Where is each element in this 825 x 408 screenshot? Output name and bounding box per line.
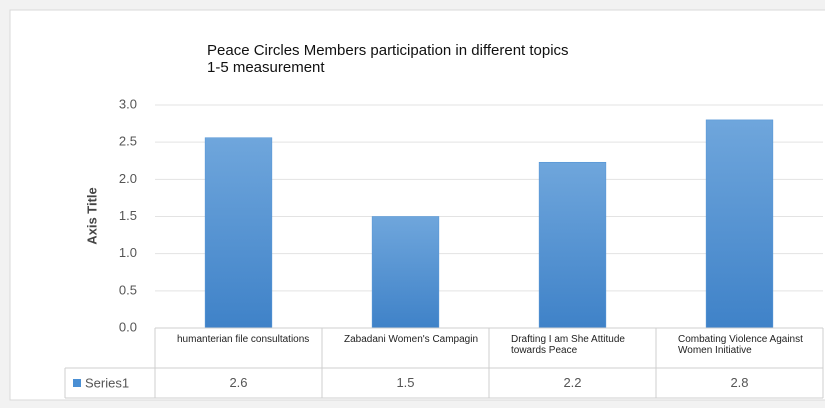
y-tick-label: 0.0 [119, 319, 137, 334]
x-tick-label: Zabadani Women's Campagin [344, 334, 479, 345]
bar [204, 137, 273, 329]
table-value: 1.5 [396, 375, 415, 390]
x-tick-label: Drafting I am She Attitude towards Peace [511, 334, 625, 356]
y-tick-label: 1.0 [119, 245, 137, 260]
x-tick-label: Combating Violence Against Women Initiat… [678, 334, 803, 356]
chart-subtitle: 1-5 measurement [207, 59, 325, 76]
y-tick-label: 2.0 [119, 171, 137, 186]
y-tick-label: 0.5 [119, 282, 137, 297]
y-tick-label: 3.0 [119, 96, 137, 111]
y-axis-title: Axis Title [84, 187, 99, 245]
bar [705, 119, 774, 329]
legend-label: Series1 [85, 375, 129, 390]
table-value: 2.8 [730, 375, 749, 390]
legend-swatch [73, 379, 81, 387]
bar [538, 161, 607, 329]
table-value: 2.6 [229, 375, 248, 390]
chart-title: Peace Circles Members participation in d… [207, 42, 569, 59]
y-tick-label: 2.5 [119, 134, 137, 149]
chart-frame [9, 9, 825, 401]
y-tick-label: 1.5 [119, 208, 137, 223]
bar [371, 216, 440, 329]
x-tick-label: humanterian file consultations [177, 334, 310, 345]
table-value: 2.2 [563, 375, 582, 390]
